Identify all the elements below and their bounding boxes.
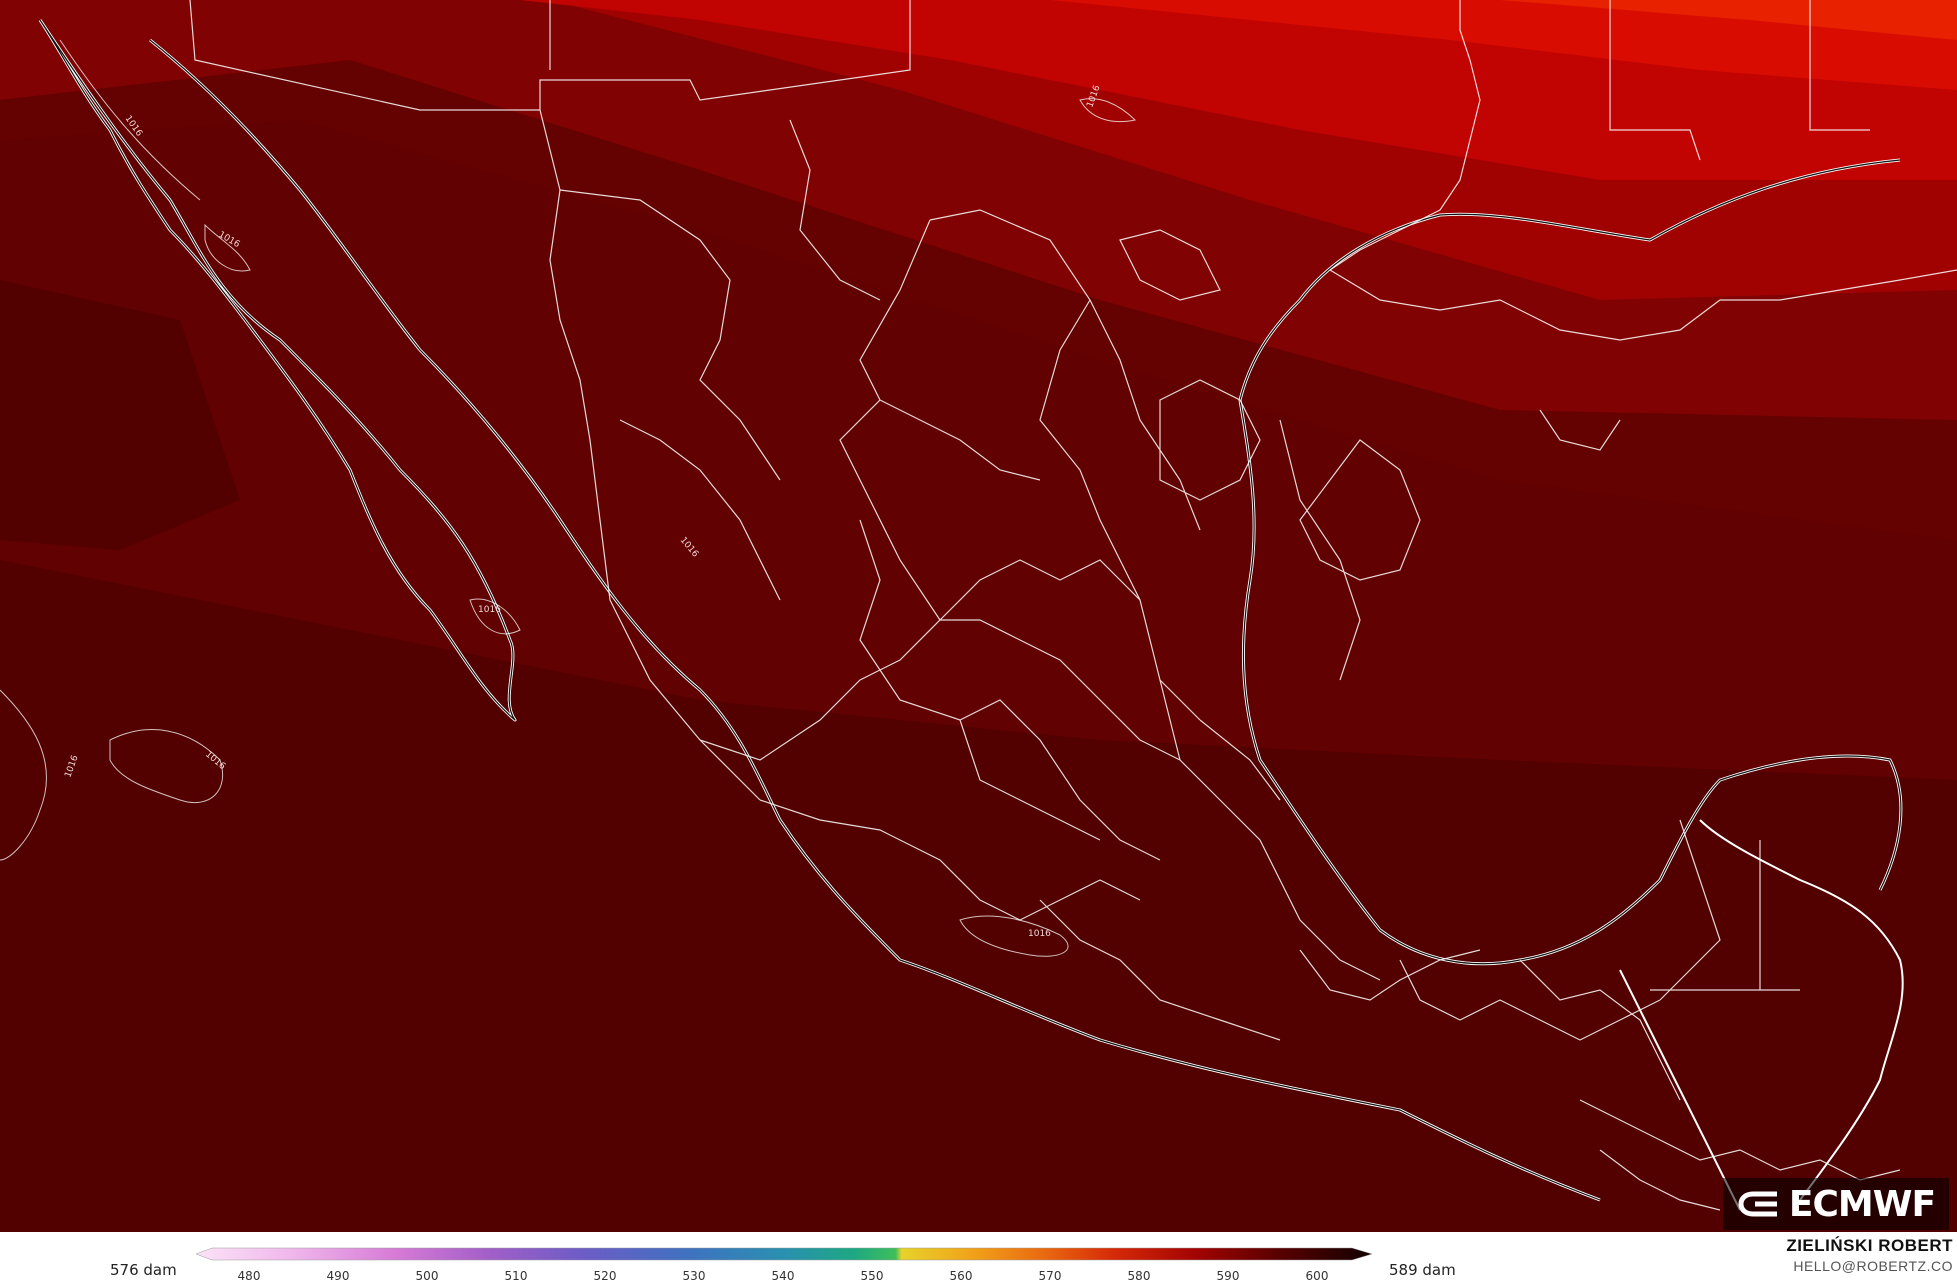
- contour-label: 1016: [1028, 929, 1051, 939]
- isobar-contours: [0, 39, 1137, 957]
- colorbar-tick-label: 560: [950, 1269, 973, 1283]
- ecmwf-logo-icon: [1737, 1188, 1783, 1220]
- colorbar-tick-label: 540: [772, 1269, 795, 1283]
- author-email: HELLO@ROBERTZ.CO: [1793, 1258, 1953, 1274]
- author-name: ZIELIŃSKI ROBERT: [1786, 1236, 1953, 1255]
- colorbar-tick-label: 480: [238, 1269, 261, 1283]
- colorbar-tick-label: 550: [861, 1269, 884, 1283]
- colorbar-tick-label: 510: [505, 1269, 528, 1283]
- ecmwf-logo: ECMWF: [1723, 1178, 1949, 1230]
- map-canvas: 1016 1016 1016 1016 1016 1016 1016 1016: [0, 0, 1957, 1232]
- colorbar-tick-label: 600: [1306, 1269, 1329, 1283]
- colorbar-tick-label: 570: [1039, 1269, 1062, 1283]
- colorbar-tick-label: 500: [416, 1269, 439, 1283]
- colorbar: 480 490 500 510 520 530 540 550 560 570 580 590 600: [195, 1247, 1373, 1283]
- colorbar-tick-label: 580: [1128, 1269, 1151, 1283]
- field-band-2: [0, 120, 1957, 780]
- colorbar-tick-label: 590: [1217, 1269, 1240, 1283]
- colorbar-legend: 576 dam 480 490 500 510: [0, 1232, 1957, 1287]
- field-band-6: [1050, 0, 1957, 90]
- state-borders: [189, 0, 1957, 1211]
- ecmwf-logo-text: ECMWF: [1788, 1183, 1936, 1225]
- weather-map: 1016 1016 1016 1016 1016 1016 1016 1016 …: [0, 0, 1957, 1232]
- colorbar-tick-label: 520: [594, 1269, 617, 1283]
- min-value-label: 576 dam: [110, 1261, 177, 1279]
- field-band-7: [1500, 0, 1957, 40]
- coastlines: [38, 19, 1904, 1211]
- field-low-patch: [0, 280, 240, 550]
- max-value-label: 589 dam: [1389, 1261, 1456, 1279]
- author-credit: ZIELIŃSKI ROBERT HELLO@ROBERTZ.CO: [1786, 1236, 1953, 1274]
- colorbar-tick-label: 490: [327, 1269, 350, 1283]
- colorbar-tick-label: 530: [683, 1269, 706, 1283]
- contour-label: 1016: [478, 605, 501, 615]
